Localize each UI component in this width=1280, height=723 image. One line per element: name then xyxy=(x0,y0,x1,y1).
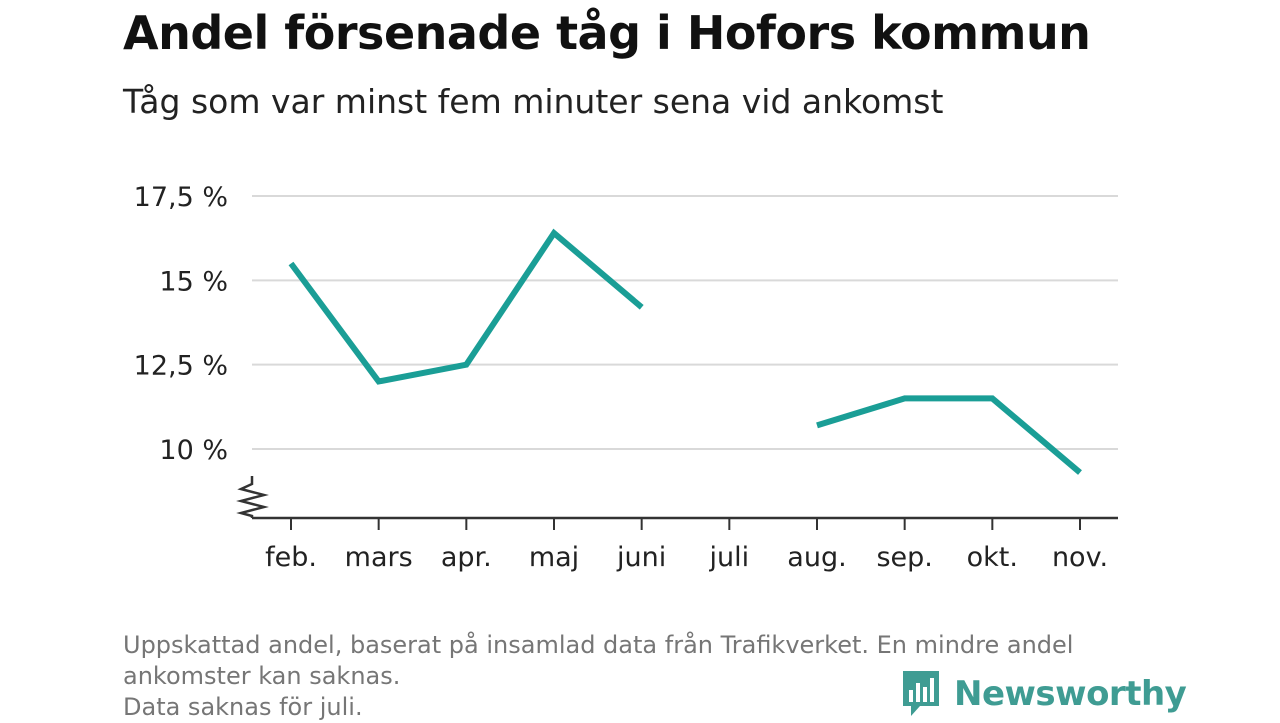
x-axis xyxy=(236,476,1118,520)
y-tick-label: 17,5 % xyxy=(134,182,228,213)
newsworthy-logo[interactable]: Newsworthy xyxy=(900,668,1187,720)
x-tick-label: aug. xyxy=(787,542,846,573)
x-tick-label: apr. xyxy=(441,542,492,573)
y-tick-label: 10 % xyxy=(159,435,228,466)
line-chart: 10 % 12,5 % 15 % 17,5 % feb. mars apr. maj juni… xyxy=(134,182,1118,573)
series-lines xyxy=(288,228,1082,475)
series-line xyxy=(816,395,1082,475)
x-tick-label: feb. xyxy=(265,542,317,573)
footnote: Uppskattad andel, baserat på insamlad da… xyxy=(123,630,1153,723)
grid-lines xyxy=(252,195,1118,450)
chart-title: Andel försenade tåg i Hofors kommun xyxy=(123,6,1091,60)
x-tick-label: sep. xyxy=(876,542,932,573)
brand-name: Newsworthy xyxy=(954,674,1187,714)
footnote-line-1: Uppskattad andel, baserat på insamlad da… xyxy=(123,631,1074,659)
x-axis-ticks: feb. mars apr. maj juni juli aug. sep. okt. nov. xyxy=(265,518,1108,573)
x-tick-label: juli xyxy=(709,542,750,573)
y-tick-label: 12,5 % xyxy=(134,351,228,382)
y-axis-tick-labels: 10 % 12,5 % 15 % 17,5 % xyxy=(134,182,228,466)
chart-subtitle: Tåg som var minst fem minuter sena vid a… xyxy=(123,82,944,121)
footnote-line-3: Data saknas för juli. xyxy=(123,693,363,721)
axis-break-icon xyxy=(236,476,269,518)
x-tick-label: juni xyxy=(616,542,666,573)
footnote-line-2: ankomster kan saknas. xyxy=(123,662,401,690)
x-tick-label: nov. xyxy=(1052,542,1108,573)
x-tick-label: okt. xyxy=(967,542,1018,573)
x-tick-label: mars xyxy=(345,542,413,573)
x-tick-label: maj xyxy=(529,542,579,573)
y-tick-label: 15 % xyxy=(159,266,228,297)
bar-chart-icon xyxy=(903,671,939,716)
series-line xyxy=(288,228,644,385)
